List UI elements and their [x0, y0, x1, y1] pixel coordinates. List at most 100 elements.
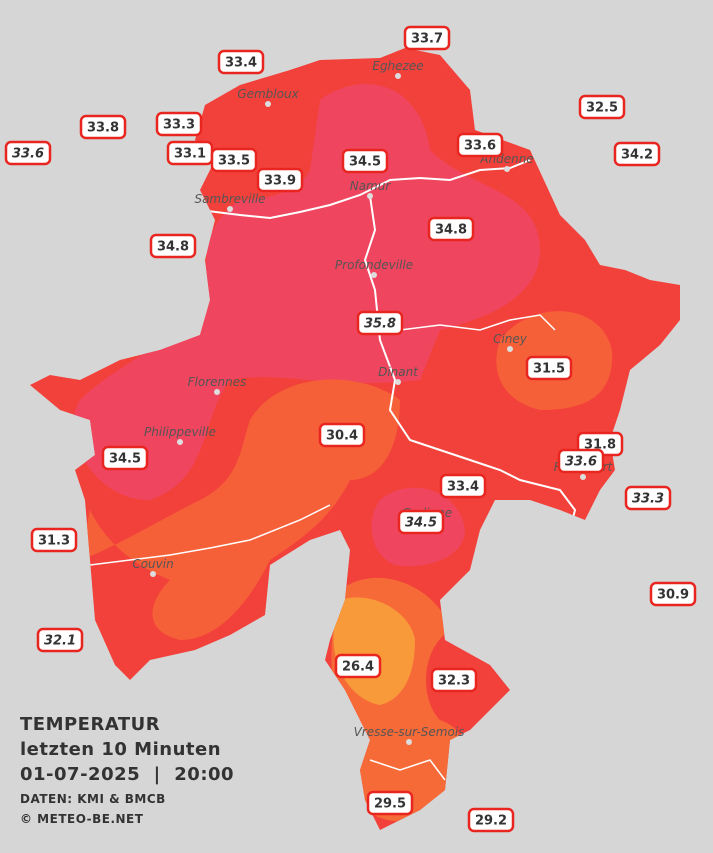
- town-dot: [214, 389, 220, 395]
- station-value: 30.4: [326, 429, 358, 444]
- town-label: Vresse-sur-Semois: [354, 725, 465, 739]
- station: 32.5: [578, 94, 626, 120]
- station-value: 30.9: [657, 588, 689, 603]
- station-badge: [149, 233, 197, 259]
- station: 33.9: [256, 167, 304, 193]
- station: 33.7: [403, 25, 451, 51]
- station-badge: [525, 355, 573, 381]
- station: 33.1: [166, 140, 214, 166]
- station-badge: [456, 132, 504, 158]
- station-value: 34.8: [435, 223, 467, 238]
- town-dot: [150, 571, 156, 577]
- station-badge: [557, 448, 605, 474]
- station: 35.8: [356, 310, 404, 336]
- town-label: Eghezee: [372, 59, 423, 73]
- town-dot: [395, 73, 401, 79]
- river: [89, 504, 331, 566]
- legend-title: TEMPERATUR: [20, 714, 160, 735]
- legend-copyright: © METEO-BE.NET: [20, 812, 144, 826]
- town-dot: [507, 346, 513, 352]
- station-value: 33.3: [163, 118, 195, 133]
- station-value: 33.1: [174, 147, 206, 162]
- station-value: 31.3: [38, 534, 70, 549]
- station-badge: [318, 422, 366, 448]
- town-label: Dinant: [378, 365, 419, 379]
- legend-period: letzten 10 Minuten: [20, 739, 221, 760]
- station: 34.2: [613, 141, 661, 167]
- station-badge: [366, 790, 414, 816]
- station: 33.8: [79, 114, 127, 140]
- station: 33.3: [624, 485, 672, 511]
- station-value: 34.8: [157, 240, 189, 255]
- station-value: 33.4: [225, 56, 257, 71]
- river: [199, 159, 531, 220]
- station-badge: [341, 148, 389, 174]
- town-dot: [504, 166, 510, 172]
- station-badge: [30, 527, 78, 553]
- station-badge: [578, 94, 626, 120]
- town-dot: [227, 206, 233, 212]
- river: [399, 314, 556, 331]
- station: 34.8: [149, 233, 197, 259]
- station: 34.5: [397, 509, 445, 535]
- station-badge: [4, 140, 52, 166]
- station-badge: [427, 216, 475, 242]
- town-dot: [371, 272, 377, 278]
- station-badge: [430, 667, 478, 693]
- river: [369, 759, 446, 781]
- station-value: 34.2: [621, 148, 653, 163]
- station-badge: [155, 111, 203, 137]
- station-value: 33.6: [464, 139, 496, 154]
- town-dot: [406, 739, 412, 745]
- station-badge: [36, 627, 84, 653]
- station: 30.4: [318, 422, 366, 448]
- station-badge: [439, 473, 487, 499]
- station-value: 33.7: [411, 32, 443, 47]
- town-dot: [395, 379, 401, 385]
- station-badge: [356, 310, 404, 336]
- station: 34.5: [101, 445, 149, 471]
- station: 33.4: [439, 473, 487, 499]
- station: 34.8: [427, 216, 475, 242]
- legend: TEMPERATUR letzten 10 Minuten 01-07-2025…: [20, 714, 234, 826]
- station-badge: [210, 147, 258, 173]
- station: 33.6: [557, 448, 605, 474]
- station-badge: [624, 485, 672, 511]
- station: 26.4: [334, 653, 382, 679]
- town-label: Profondeville: [335, 258, 413, 272]
- town-dot: [177, 439, 183, 445]
- station: 29.5: [366, 790, 414, 816]
- station-value: 33.8: [87, 121, 119, 136]
- station-badge: [403, 25, 451, 51]
- station-value: 29.2: [475, 814, 507, 829]
- station-badge: [334, 653, 382, 679]
- station: 29.2: [467, 807, 515, 833]
- town-dot: [367, 193, 373, 199]
- station: 34.5: [341, 148, 389, 174]
- station-value: 33.4: [447, 480, 479, 495]
- station: 30.9: [649, 581, 697, 607]
- town-label: Sambreville: [194, 192, 265, 206]
- station-badge: [256, 167, 304, 193]
- legend-source: DATEN: KMI & BMCB: [20, 792, 166, 806]
- town-label: Ciney: [493, 332, 528, 346]
- station-badge: [397, 509, 445, 535]
- station: 32.1: [36, 627, 84, 653]
- station-badge: [467, 807, 515, 833]
- station-badge: [101, 445, 149, 471]
- station-value: 33.9: [264, 174, 296, 189]
- station-badge: [217, 49, 265, 75]
- station-value: 33.3: [632, 492, 664, 507]
- town-label: Gembloux: [237, 87, 299, 101]
- station-value: 34.5: [349, 155, 381, 170]
- station-badge: [649, 581, 697, 607]
- river: [363, 195, 577, 531]
- station-value: 26.4: [342, 660, 374, 675]
- zone-pink: [73, 84, 540, 501]
- town-label: Namur: [350, 179, 392, 193]
- station: 32.3: [430, 667, 478, 693]
- town-label: Couvin: [132, 557, 173, 571]
- station-value: 31.5: [533, 362, 565, 377]
- station: 31.5: [525, 355, 573, 381]
